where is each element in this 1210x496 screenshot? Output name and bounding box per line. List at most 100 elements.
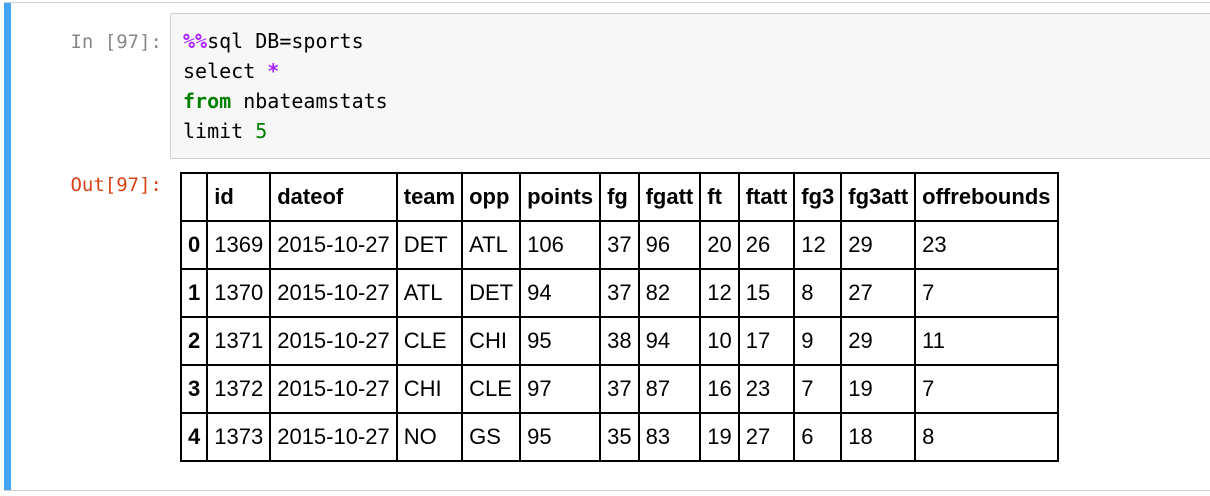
table-cell-ftatt: 23 xyxy=(737,364,796,414)
table-cell-ft: 20 xyxy=(699,220,740,270)
table-row: 3 1372 2015-10-27 CHI CLE 97 37 87 16 23 7 19 7 xyxy=(180,364,1059,414)
table-cell-ftatt: 15 xyxy=(737,268,796,318)
magic-args: sql DB=sports xyxy=(207,29,364,53)
table-cell-team: ATL xyxy=(395,268,464,318)
table-cell-points: 106 xyxy=(519,220,602,270)
table-cell-fg3: 9 xyxy=(793,316,843,366)
column-header-fg3att: fg3att xyxy=(840,172,917,222)
index-header xyxy=(180,172,209,222)
selected-cell-indicator xyxy=(4,3,11,490)
table-cell-points: 95 xyxy=(519,412,602,462)
table-cell-fgatt: 82 xyxy=(637,268,702,318)
row-index: 1 xyxy=(180,268,209,318)
table-cell-team: CLE xyxy=(395,316,464,366)
table-cell-fg3: 8 xyxy=(793,268,843,318)
column-header-team: team xyxy=(395,172,464,222)
table-cell-fg: 37 xyxy=(599,220,640,270)
table-cell-id: 1373 xyxy=(206,412,272,462)
table-cell-fg3: 6 xyxy=(793,412,843,462)
cell-magic: %% xyxy=(183,29,208,53)
table-cell-fg3att: 29 xyxy=(840,220,917,270)
column-header-points: points xyxy=(519,172,602,222)
table-cell-id: 1371 xyxy=(206,316,272,366)
output-area: id dateof team opp points fg fgatt ft ftatt fg3 fg… xyxy=(180,172,1210,476)
table-header-row: id dateof team opp points fg fgatt ft ftatt fg3 fg… xyxy=(180,172,1059,222)
column-header-dateof: dateof xyxy=(269,172,398,222)
table-cell-team: CHI xyxy=(395,364,464,414)
table-cell-dateof: 2015-10-27 xyxy=(269,364,398,414)
row-index: 0 xyxy=(180,220,209,270)
table-cell-offrebounds: 7 xyxy=(914,268,1059,318)
table-body: 0 1369 2015-10-27 DET ATL 106 37 96 20 26 12 29 23 1 1… xyxy=(180,220,1059,462)
table-cell-id: 1372 xyxy=(206,364,272,414)
table-cell-team: DET xyxy=(395,220,464,270)
table-cell-points: 97 xyxy=(519,364,602,414)
table-cell-dateof: 2015-10-27 xyxy=(269,316,398,366)
star-operator: * xyxy=(267,59,280,83)
table-cell-ft: 10 xyxy=(699,316,740,366)
code-editor[interactable]: %%sql DB=sports select * from nbateamsta… xyxy=(183,26,388,146)
table-cell-fg: 35 xyxy=(599,412,640,462)
table-cell-ft: 16 xyxy=(699,364,740,414)
table-cell-opp: CHI xyxy=(461,316,522,366)
column-header-offrebounds: offrebounds xyxy=(914,172,1059,222)
code-input-area[interactable]: %%sql DB=sports select * from nbateamsta… xyxy=(170,13,1210,159)
table-cell-team: NO xyxy=(395,412,464,462)
row-index: 3 xyxy=(180,364,209,414)
column-header-ft: ft xyxy=(699,172,740,222)
table-cell-ft: 19 xyxy=(699,412,740,462)
table-cell-offrebounds: 8 xyxy=(914,412,1059,462)
table-cell-fg: 38 xyxy=(599,316,640,366)
table-row: 1 1370 2015-10-27 ATL DET 94 37 82 12 15 8 27 7 xyxy=(180,268,1059,318)
table-cell-ftatt: 17 xyxy=(737,316,796,366)
table-cell-points: 94 xyxy=(519,268,602,318)
table-cell-fg3: 7 xyxy=(793,364,843,414)
table-cell-fg3att: 19 xyxy=(840,364,917,414)
column-header-fg3: fg3 xyxy=(793,172,843,222)
results-table: id dateof team opp points fg fgatt ft ftatt fg3 fg… xyxy=(180,172,1059,462)
column-header-opp: opp xyxy=(461,172,522,222)
output-prompt: Out[97]: xyxy=(70,174,162,196)
table-cell-fgatt: 87 xyxy=(637,364,702,414)
table-cell-fg: 37 xyxy=(599,364,640,414)
table-cell-fg3: 12 xyxy=(793,220,843,270)
table-cell-dateof: 2015-10-27 xyxy=(269,268,398,318)
table-cell-fg: 37 xyxy=(599,268,640,318)
table-row: 4 1373 2015-10-27 NO GS 95 35 83 19 27 6 18 8 xyxy=(180,412,1059,462)
column-header-fg: fg xyxy=(599,172,640,222)
table-cell-fg3att: 18 xyxy=(840,412,917,462)
table-row: 2 1371 2015-10-27 CLE CHI 95 38 94 10 17 9 29 11 xyxy=(180,316,1059,366)
table-cell-opp: DET xyxy=(461,268,522,318)
table-cell-dateof: 2015-10-27 xyxy=(269,220,398,270)
table-cell-dateof: 2015-10-27 xyxy=(269,412,398,462)
table-cell-fgatt: 96 xyxy=(637,220,702,270)
table-cell-id: 1370 xyxy=(206,268,272,318)
table-cell-opp: GS xyxy=(461,412,522,462)
from-keyword: from xyxy=(183,89,232,113)
table-cell-points: 95 xyxy=(519,316,602,366)
input-prompt: In [97]: xyxy=(70,31,162,53)
column-header-id: id xyxy=(206,172,272,222)
table-cell-ftatt: 26 xyxy=(737,220,796,270)
table-cell-id: 1369 xyxy=(206,220,272,270)
table-cell-offrebounds: 11 xyxy=(914,316,1059,366)
table-cell-fgatt: 83 xyxy=(637,412,702,462)
table-cell-fg3att: 27 xyxy=(840,268,917,318)
table-cell-ft: 12 xyxy=(699,268,740,318)
table-cell-opp: ATL xyxy=(461,220,522,270)
table-cell-opp: CLE xyxy=(461,364,522,414)
table-cell-ftatt: 27 xyxy=(737,412,796,462)
table-cell-offrebounds: 7 xyxy=(914,364,1059,414)
table-cell-offrebounds: 23 xyxy=(914,220,1059,270)
row-index: 2 xyxy=(180,316,209,366)
column-header-ftatt: ftatt xyxy=(737,172,796,222)
table-name: nbateamstats xyxy=(243,89,388,113)
table-cell-fg3att: 29 xyxy=(840,316,917,366)
table-cell-fgatt: 94 xyxy=(637,316,702,366)
column-header-fgatt: fgatt xyxy=(637,172,702,222)
table-row: 0 1369 2015-10-27 DET ATL 106 37 96 20 26 12 29 23 xyxy=(180,220,1059,270)
limit-keyword: limit xyxy=(183,119,244,143)
select-keyword: select xyxy=(183,59,256,83)
limit-number: 5 xyxy=(255,119,268,143)
row-index: 4 xyxy=(180,412,209,462)
